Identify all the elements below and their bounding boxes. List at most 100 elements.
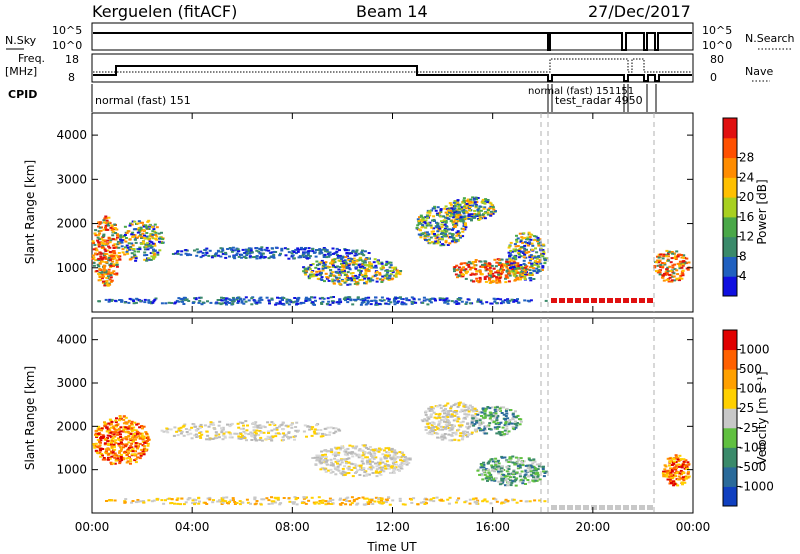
power-echo-cell (475, 277, 479, 280)
velocity-echo-cell (121, 429, 125, 432)
power-echo-cell (101, 270, 105, 273)
power-echo-cell (134, 255, 138, 258)
power-echo-cell (417, 220, 421, 223)
power-echo-cell (102, 254, 106, 257)
velocity-echo-cell (337, 451, 341, 454)
velocity-echo-cell (228, 436, 232, 439)
power-echo-cell (514, 275, 518, 278)
velocity-echo-cell (191, 502, 195, 505)
power-echo-cell (321, 269, 325, 272)
power-echo-cell (128, 297, 132, 300)
velocity-echo-cell (450, 415, 454, 418)
velocity-echo-cell (122, 428, 126, 431)
power-echo-cell (109, 255, 113, 258)
power-echo-cell (199, 256, 203, 259)
velocity-echo-cell (475, 409, 478, 412)
velocity-echo-cell (599, 505, 605, 510)
power-echo-cell (107, 282, 111, 285)
power-echo-cell (102, 219, 106, 222)
velocity-echo-cell (344, 459, 348, 462)
power-echo-cell (509, 270, 513, 273)
velocity-echo-cell (141, 436, 145, 439)
velocity-echo-cell (374, 448, 378, 451)
power-echo-cell (385, 260, 389, 263)
power-echo-cell (428, 211, 432, 214)
power-echo-cell (99, 255, 103, 258)
power-echo-cell (490, 302, 494, 305)
velocity-echo-cell (239, 437, 243, 440)
velocity-echo-cell (258, 430, 262, 432)
power-echo-cell (541, 265, 545, 268)
velocity-echo-cell (120, 459, 123, 462)
velocity-echo-cell (388, 467, 391, 470)
velocity-echo-cell (342, 450, 346, 453)
power-echo-cell (111, 238, 115, 241)
velocity-echo-cell (378, 448, 382, 451)
velocity-echo-cell (501, 479, 505, 482)
power-echo-cell (121, 248, 125, 251)
power-echo-cell (461, 230, 465, 233)
velocity-echo-cell (529, 464, 533, 467)
velocity-echo-cell (475, 421, 479, 424)
velocity-echo-cell (116, 433, 120, 436)
power-echo-cell (527, 231, 531, 234)
velocity-echo-cell (126, 457, 130, 459)
velocity-echo-cell (514, 416, 518, 419)
power-echo-cell (341, 268, 344, 271)
velocity-echo-cell (241, 434, 244, 437)
power-echo-cell (449, 209, 453, 212)
velocity-echo-cell (359, 465, 363, 468)
velocity-echo-cell (187, 497, 191, 500)
velocity-echo-cell (160, 499, 164, 502)
velocity-echo-cell (302, 501, 306, 504)
velocity-echo-cell (501, 426, 505, 429)
velocity-echo-cell (361, 462, 365, 465)
power-echo-cell (120, 241, 124, 244)
velocity-echo-cell (227, 502, 230, 505)
power-echo-cell (131, 244, 135, 247)
power-echo-cell (428, 300, 432, 303)
power-echo-cell (396, 297, 400, 299)
power-echo-cell (113, 243, 117, 246)
power-echo-cell (287, 257, 291, 260)
velocity-echo-cell (390, 466, 394, 469)
velocity-echo-cell (493, 428, 497, 430)
power-echo-cell (498, 259, 502, 262)
velocity-echo-cell (208, 498, 212, 501)
power-echo-cell (440, 236, 444, 238)
power-echo-cell (304, 270, 308, 273)
power-echo-cell (97, 241, 101, 244)
power-echo-cell (352, 277, 356, 280)
velocity-echo-cell (112, 443, 116, 446)
velocity-echo-cell (520, 460, 523, 463)
power-echo-cell (237, 255, 241, 258)
nave-label: Nave (745, 65, 773, 78)
power-echo-cell (496, 297, 500, 300)
power-echo-cell (444, 241, 448, 244)
velocity-echo-cell (506, 417, 510, 420)
power-echo-cell (535, 257, 539, 260)
velocity-echo-cell (350, 496, 354, 499)
velocity-echo-cell (516, 414, 520, 417)
power-echo-cell (656, 259, 660, 262)
power-echo-cell (320, 259, 324, 262)
velocity-echo-cell (127, 446, 131, 449)
power-echo-cell (429, 236, 433, 239)
velocity-echo-cell (492, 497, 496, 500)
velocity-echo-cell (528, 468, 532, 471)
power-echo-cell (350, 261, 354, 264)
power-echo-cell (490, 275, 494, 278)
power-echo-cell (513, 271, 517, 274)
velocity-echo-cell (684, 459, 688, 462)
velocity-echo-cell (509, 479, 512, 482)
power-echo-cell (473, 212, 477, 215)
velocity-echo-cell (233, 501, 237, 503)
power-echo-cell (342, 271, 346, 274)
velocity-echo-cell (162, 502, 166, 505)
power-echo-cell (297, 248, 300, 251)
power-echo-cell (376, 260, 380, 263)
velocity-echo-cell (542, 470, 545, 473)
power-echo-cell (657, 256, 661, 259)
velocity-echo-cell (535, 479, 539, 482)
power-echo-cell (98, 243, 102, 246)
